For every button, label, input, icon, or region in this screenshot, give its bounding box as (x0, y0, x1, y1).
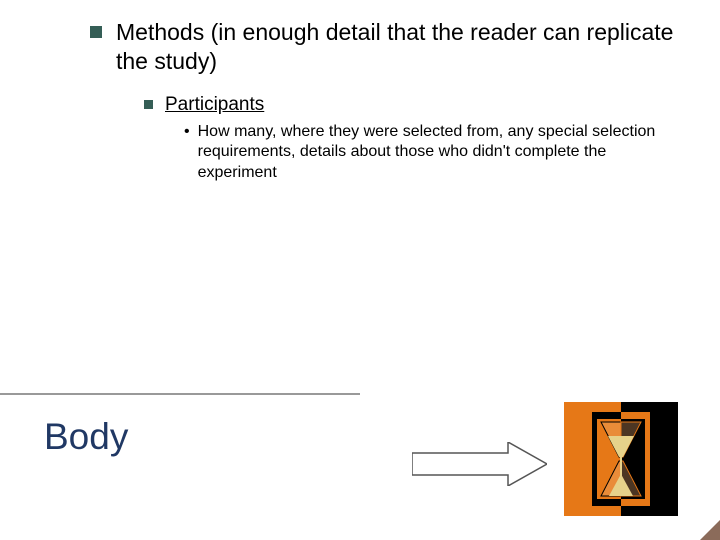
slide-content: Methods (in enough detail that the reade… (0, 0, 720, 184)
level1-text: Methods (in enough detail that the reade… (116, 18, 680, 76)
level3-text: How many, where they were selected from,… (198, 122, 680, 184)
slide-title-region: Body (44, 416, 128, 458)
square-bullet-icon (144, 100, 153, 109)
corner-accent-icon (700, 520, 720, 540)
square-bullet-icon (90, 26, 102, 38)
level2-text: Participants (165, 94, 264, 116)
horizontal-divider (0, 393, 360, 395)
bullet-level2: Participants (144, 94, 680, 116)
bullet-level3: • How many, where they were selected fro… (184, 122, 680, 184)
hourglass-icon (564, 402, 678, 516)
arrow-shape (412, 442, 547, 486)
bullet-level1: Methods (in enough detail that the reade… (90, 18, 680, 76)
arrow-icon (412, 442, 547, 486)
slide-title: Body (44, 416, 128, 458)
hourglass-image (564, 402, 678, 516)
dot-bullet-icon: • (184, 122, 190, 143)
